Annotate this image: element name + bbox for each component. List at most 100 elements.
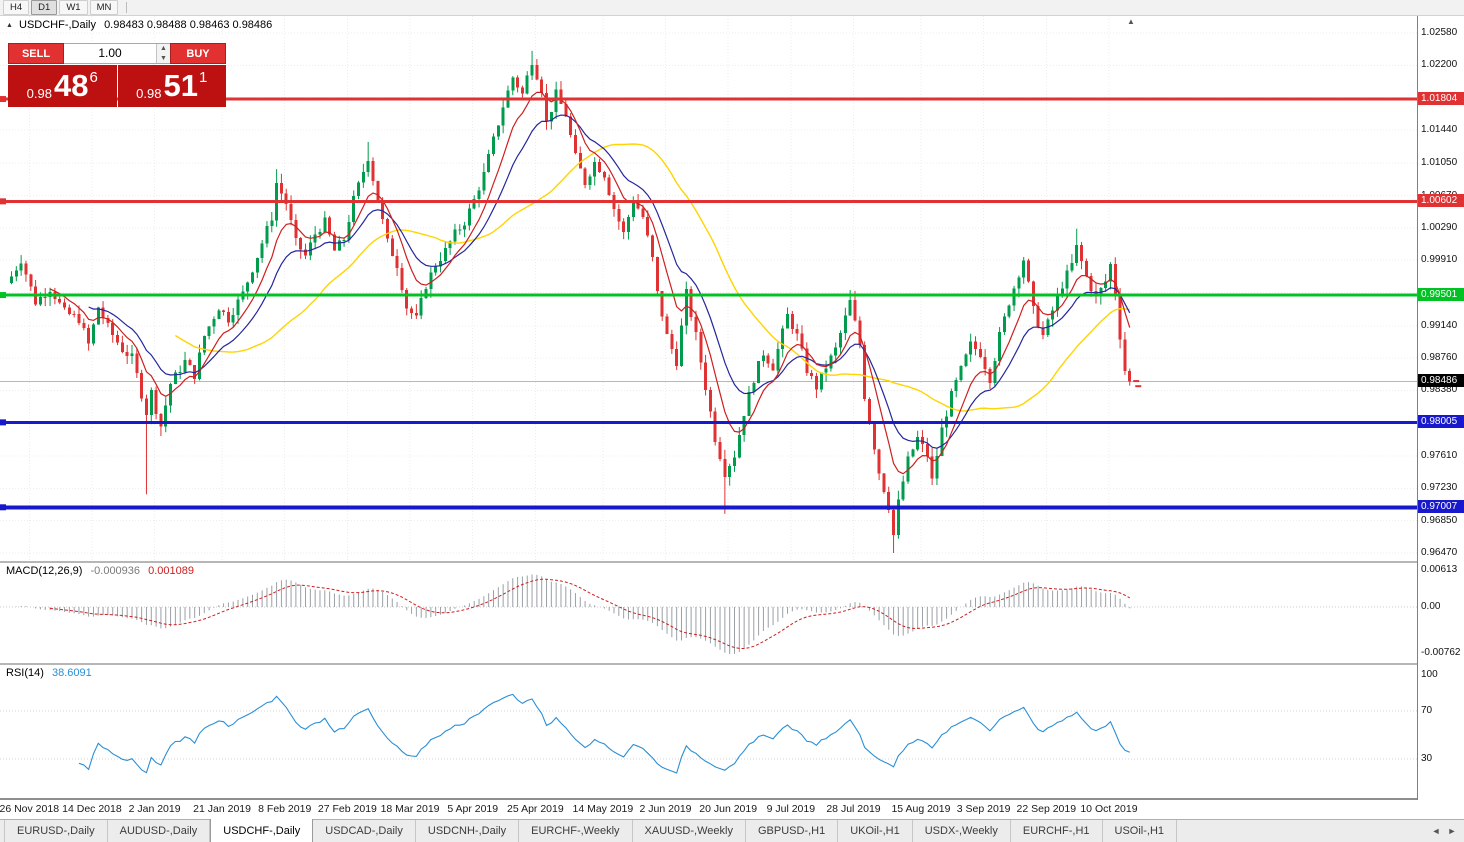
chart-tab-eurusd-daily[interactable]: EURUSD-,Daily	[4, 820, 108, 842]
pane-splitter[interactable]	[0, 561, 1464, 563]
tab-scroll-right-icon[interactable]: ►	[1447, 826, 1457, 836]
timeframe-button-d1[interactable]: D1	[31, 0, 58, 15]
price-tick: 0.96850	[1421, 515, 1458, 526]
sell-button[interactable]: SELL	[8, 43, 64, 64]
chart-title: ▲ USDCHF-,Daily 0.98483 0.98488 0.98463 …	[6, 19, 272, 31]
chart-tab-eurchf-h1[interactable]: EURCHF-,H1	[1011, 820, 1103, 842]
collapse-icon[interactable]: ▲	[6, 22, 13, 29]
buy-price-sup: 1	[198, 69, 208, 86]
buy-price-box[interactable]: 0.98 51 1	[117, 65, 226, 107]
date-tick: 27 Feb 2019	[317, 803, 377, 815]
chart-shift-marker[interactable]: ▲	[1127, 17, 1135, 26]
time-axis-divider	[0, 798, 1464, 800]
time-scale[interactable]: 26 Nov 2018 14 Dec 2018 2 Jan 2019 21 Jan 2…	[0, 800, 1417, 819]
chart-tab-ukoil-h1[interactable]: UKOil-,H1	[838, 820, 913, 842]
date-tick: 25 Apr 2019	[507, 803, 564, 815]
macd-scale-tick: -0.00762	[1421, 647, 1461, 658]
macd-pane: MACD(12,26,9) -0.000936 0.001089	[0, 563, 1417, 663]
macd-scale-tick: 0.00	[1421, 601, 1441, 612]
hline-price-badge: 1.01804	[1418, 92, 1464, 105]
macd-main-value: -0.000936	[90, 565, 141, 577]
tab-scroll-controls: ◄ ►	[1428, 820, 1464, 842]
macd-label: MACD(12,26,9) -0.000936 0.001089	[6, 565, 194, 577]
candles	[10, 50, 1132, 553]
price-scale[interactable]: 1.025801.022001.014401.010501.006701.002…	[1417, 16, 1464, 800]
tab-scroll-left-icon[interactable]: ◄	[1431, 826, 1441, 836]
hline-price-badge: 0.98005	[1418, 415, 1464, 428]
timeframe-toolbar: H4 D1 W1 MN	[0, 0, 1464, 16]
rsi-scale-tick: 30	[1421, 753, 1433, 764]
chart-ohlc-values: 0.98483 0.98488 0.98463 0.98486	[104, 19, 273, 31]
rsi-name: RSI(14)	[6, 667, 44, 679]
chart-tab-usdx-weekly[interactable]: USDX-,Weekly	[913, 820, 1011, 842]
current-price-badge: 0.98486	[1418, 374, 1464, 387]
date-tick: 8 Feb 2019	[258, 803, 312, 815]
date-tick: 26 Nov 2018	[0, 803, 60, 815]
chart-tab-audusd-daily[interactable]: AUDUSD-,Daily	[108, 820, 211, 842]
macd-histogram	[15, 574, 1131, 654]
timeframe-button-h4[interactable]: H4	[3, 0, 30, 15]
sell-price-big: 48	[53, 68, 89, 103]
hline-price-badge: 0.97007	[1418, 500, 1464, 513]
sell-price-box[interactable]: 0.98 48 6	[8, 65, 117, 107]
chart-tab-xauusd-weekly[interactable]: XAUUSD-,Weekly	[633, 820, 746, 842]
rsi-value: 38.6091	[51, 667, 92, 679]
date-tick: 20 Jun 2019	[699, 803, 758, 815]
volume-input[interactable]: 1.00 ▲ ▼	[64, 43, 170, 64]
volume-down-icon[interactable]: ▼	[157, 53, 170, 63]
date-tick: 10 Oct 2019	[1080, 803, 1138, 815]
macd-canvas[interactable]	[0, 563, 1417, 663]
macd-scale-tick: 0.00613	[1421, 564, 1458, 575]
price-chart-canvas[interactable]	[0, 16, 1417, 561]
one-click-trading-panel: SELL 1.00 ▲ ▼ BUY 0.98 48 6 0.98	[8, 43, 226, 107]
pane-splitter[interactable]	[0, 663, 1464, 665]
chart-tab-usoil-h1[interactable]: USOil-,H1	[1103, 820, 1178, 842]
price-tick: 1.00290	[1421, 222, 1458, 233]
macd-name: MACD(12,26,9)	[6, 565, 83, 577]
chart-tab-bar: EURUSD-,Daily AUDUSD-,Daily USDCHF-,Daily U…	[0, 819, 1464, 842]
price-tick: 0.99910	[1421, 254, 1458, 265]
date-tick: 9 Jul 2019	[766, 803, 816, 815]
chart-tab-eurchf-weekly[interactable]: EURCHF-,Weekly	[519, 820, 633, 842]
chart-tab-usdcnh-daily[interactable]: USDCNH-,Daily	[416, 820, 520, 842]
price-tick: 0.98760	[1421, 352, 1458, 363]
price-tick: 0.96470	[1421, 547, 1458, 558]
volume-up-icon[interactable]: ▲	[157, 44, 170, 54]
timeframe-button-mn[interactable]: MN	[89, 0, 119, 15]
date-tick: 2 Jan 2019	[128, 803, 181, 815]
volume-value[interactable]: 1.00	[98, 46, 122, 60]
chart-tab-usdchf-daily[interactable]: USDCHF-,Daily	[210, 819, 314, 842]
chart-tab-gbpusd-h1[interactable]: GBPUSD-,H1	[746, 820, 839, 842]
date-tick: 5 Apr 2019	[447, 803, 499, 815]
price-tick: 1.01440	[1421, 124, 1458, 135]
chart-window: ▲ USDCHF-,Daily 0.98483 0.98488 0.98463 …	[0, 16, 1464, 819]
buy-button[interactable]: BUY	[170, 43, 226, 64]
date-tick: 15 Aug 2019	[891, 803, 951, 815]
macd-signal-value: 0.001089	[148, 565, 194, 577]
sell-price-prefix: 0.98	[26, 86, 52, 101]
buy-price-prefix: 0.98	[136, 86, 162, 101]
timeframe-button-w1[interactable]: W1	[59, 0, 88, 15]
rsi-canvas[interactable]	[0, 665, 1417, 798]
price-pane: ▲ USDCHF-,Daily 0.98483 0.98488 0.98463 …	[0, 16, 1417, 561]
price-tick: 0.97610	[1421, 450, 1458, 461]
date-tick: 2 Jun 2019	[639, 803, 692, 815]
date-tick: 28 Jul 2019	[826, 803, 881, 815]
date-tick: 18 Mar 2019	[380, 803, 440, 815]
date-tick: 3 Sep 2019	[956, 803, 1011, 815]
chart-symbol-period: USDCHF-,Daily	[19, 19, 96, 31]
price-tick: 1.02580	[1421, 27, 1458, 38]
price-tick: 0.99140	[1421, 320, 1458, 331]
chart-tab-usdcad-daily[interactable]: USDCAD-,Daily	[313, 820, 416, 842]
toolbar-divider	[126, 2, 128, 13]
sell-price-sup: 6	[89, 69, 98, 86]
date-tick: 14 May 2019	[572, 803, 634, 815]
date-tick: 14 Dec 2018	[62, 803, 122, 815]
price-tick: 1.02200	[1421, 59, 1458, 70]
price-tick: 1.01050	[1421, 157, 1458, 168]
rsi-label: RSI(14) 38.6091	[6, 667, 92, 679]
date-tick: 21 Jan 2019	[193, 803, 251, 815]
rsi-scale-tick: 100	[1421, 669, 1438, 680]
volume-spinner: ▲ ▼	[156, 44, 170, 63]
